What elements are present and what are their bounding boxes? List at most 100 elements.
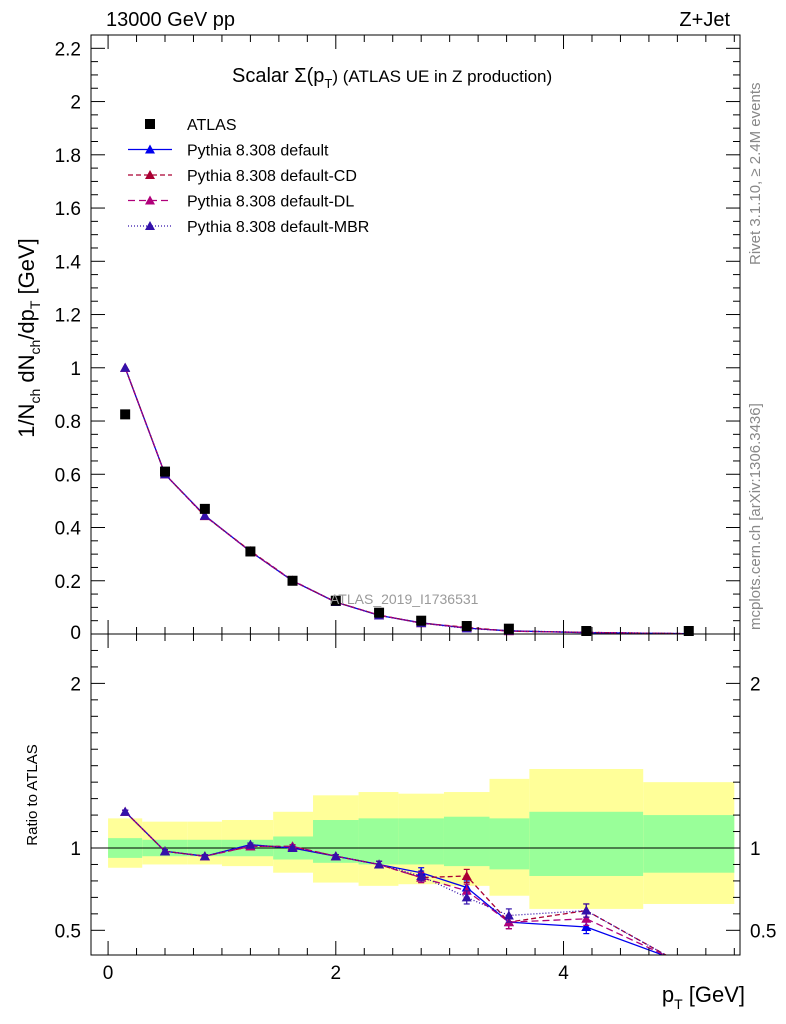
uncertainty-band-green bbox=[529, 811, 644, 876]
ylabel-p5: /dp bbox=[14, 309, 39, 340]
main-y-tick-label: 2.2 bbox=[55, 39, 81, 60]
main-title: Scalar Σ(pT) (ATLAS UE in Z production) bbox=[232, 65, 552, 91]
main-series-line-2 bbox=[124, 367, 689, 635]
data-point bbox=[683, 626, 694, 636]
ylabel-p2: ch bbox=[27, 389, 43, 404]
data-point bbox=[245, 546, 256, 557]
data-point bbox=[287, 575, 298, 586]
uncertainty-band-green bbox=[643, 815, 735, 873]
legend-marker bbox=[145, 221, 155, 230]
main-title-head: Scalar Σ(p bbox=[232, 65, 324, 87]
main-y-tick-label: 0.8 bbox=[55, 412, 81, 433]
main-series-point bbox=[199, 510, 210, 520]
ratio-plot-frame bbox=[90, 633, 741, 956]
legend-marker-atlas bbox=[145, 119, 155, 129]
uncertainty-band-green bbox=[443, 816, 490, 867]
legend-label: Pythia 8.308 default-MBR bbox=[187, 219, 369, 236]
ylabel-p4: ch bbox=[27, 340, 43, 355]
data-point bbox=[160, 466, 171, 477]
analysis-watermark: ATLAS_2019_I1736531 bbox=[330, 591, 479, 607]
ratio-series-point bbox=[581, 922, 592, 932]
ratio-series-point bbox=[160, 846, 171, 856]
x-tick-label: 4 bbox=[558, 963, 569, 984]
ylabel-p7: [GeV] bbox=[14, 238, 39, 300]
main-y-tick-label: 2 bbox=[70, 93, 81, 114]
rivet-label: Rivet 3.1.10, ≥ 2.4M events bbox=[747, 83, 764, 266]
main-series-point bbox=[120, 362, 131, 372]
ratio-y-tick-label-left: 0.5 bbox=[55, 921, 81, 942]
ratio-y-tick-label-left: 1 bbox=[70, 839, 81, 860]
ratio-series-point bbox=[245, 839, 256, 849]
legend-marker bbox=[145, 144, 155, 154]
ratio-series-line-2 bbox=[124, 811, 667, 955]
legend-label: Pythia 8.308 default-DL bbox=[187, 194, 354, 211]
ylabel-p1: 1/N bbox=[14, 404, 39, 438]
main-y-tick-label: 1 bbox=[70, 359, 81, 380]
main-plot-axes: 0.2 0.4 0.6 0.8 1 1.2 1.4 1.6 1.8 2 2.2 0 bbox=[55, 34, 741, 644]
ratio-y-tick-label-right: 0.5 bbox=[750, 921, 776, 942]
ratio-series-point bbox=[330, 851, 341, 861]
ratio-series-line-3 bbox=[124, 811, 668, 955]
ratio-series-point bbox=[374, 859, 385, 869]
main-y-tick-label: 1.4 bbox=[55, 252, 82, 273]
x-axis-label: pT [GeV] bbox=[662, 982, 745, 1012]
main-y-axis-label: 1/Nch dNch/dpT [GeV] bbox=[14, 238, 43, 438]
uncertainty-band-green bbox=[489, 818, 530, 870]
data-point bbox=[199, 503, 210, 514]
main-y-tick-label: 0.4 bbox=[55, 519, 82, 540]
ratio-series-point bbox=[287, 843, 298, 852]
main-y-tick-label: 0.6 bbox=[55, 465, 81, 486]
main-plot-series bbox=[120, 362, 694, 636]
xlabel-sub: T bbox=[674, 996, 683, 1012]
ratio-series-clipped bbox=[120, 806, 668, 955]
ratio-y-tick-label-right: 2 bbox=[750, 674, 761, 695]
legend-label: Pythia 8.308 default bbox=[187, 143, 329, 160]
legend-label: Pythia 8.308 default-CD bbox=[187, 168, 357, 185]
ratio-series-point bbox=[120, 806, 131, 816]
main-y-tick-label: 1.8 bbox=[55, 146, 81, 167]
data-point bbox=[503, 623, 514, 634]
ratio-plot-series bbox=[120, 806, 668, 955]
x-tick-label: 2 bbox=[331, 963, 342, 984]
ratio-series-point bbox=[581, 913, 592, 923]
uncertainty-band-green bbox=[398, 818, 444, 865]
main-y-tick-label: 1.2 bbox=[55, 306, 81, 327]
legend-label: ATLAS bbox=[187, 117, 237, 134]
data-point bbox=[416, 615, 427, 626]
data-point bbox=[330, 595, 341, 606]
ratio-y-axis-label: Ratio to ATLAS bbox=[24, 744, 41, 845]
ratio-series-point bbox=[461, 892, 472, 902]
main-title-tail: ) (ATLAS UE in Z production) bbox=[332, 67, 552, 86]
main-title-sub: T bbox=[324, 76, 332, 91]
uncertainty-band-green bbox=[358, 818, 399, 865]
data-point bbox=[461, 621, 472, 632]
ratio-series-point bbox=[199, 851, 210, 861]
legend-marker bbox=[145, 195, 155, 205]
x-tick-label: 0 bbox=[103, 963, 114, 984]
ylabel-p6: T bbox=[27, 300, 43, 309]
ratio-plot-axes: 0.5 0.5 1 1 2 2 0 2 4 bbox=[55, 633, 776, 984]
main-y-tick-label: 1.6 bbox=[55, 199, 81, 220]
data-point bbox=[581, 626, 592, 636]
ratio-series-point bbox=[503, 910, 514, 920]
xlabel-head: p bbox=[662, 982, 674, 1007]
main-y-zero-label: 0 bbox=[70, 623, 81, 644]
xlabel-tail: [GeV] bbox=[683, 982, 745, 1007]
ratio-series-point bbox=[461, 870, 472, 880]
header-right: Z+Jet bbox=[679, 9, 730, 31]
ratio-y-tick-label-right: 1 bbox=[750, 839, 761, 860]
header-left: 13000 GeV pp bbox=[106, 9, 235, 31]
main-y-tick-label: 0.2 bbox=[55, 572, 81, 593]
data-point bbox=[120, 409, 131, 420]
data-point bbox=[374, 607, 385, 618]
legend-marker bbox=[145, 170, 155, 179]
legend: ATLAS Pythia 8.308 default Pythia 8.308 de… bbox=[128, 117, 369, 236]
ratio-series-point bbox=[581, 905, 592, 915]
ratio-y-tick-label-left: 2 bbox=[70, 674, 81, 695]
mcplots-label: mcplots.cern.ch [arXiv:1306.3436] bbox=[747, 403, 764, 630]
main-series-line-3 bbox=[124, 367, 689, 635]
ratio-plot-bands bbox=[91, 768, 740, 909]
ylabel-p3: dN bbox=[14, 355, 39, 389]
main-series-line-1 bbox=[124, 367, 689, 635]
